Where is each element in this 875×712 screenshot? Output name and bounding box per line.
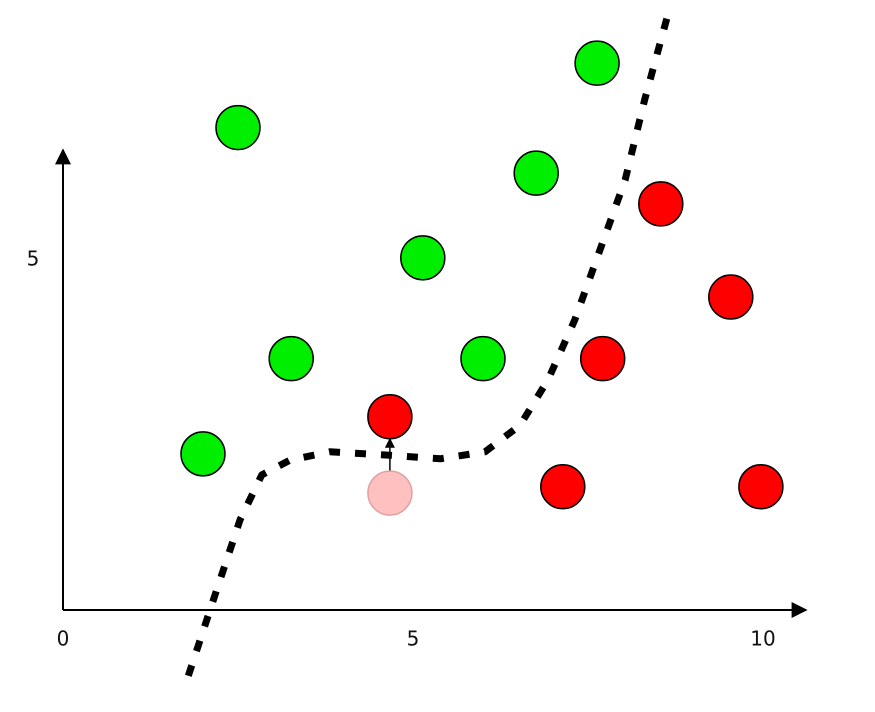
decision-boundary: [184, 13, 672, 677]
data-point: [579, 335, 626, 382]
data-point: [268, 335, 314, 382]
x-tick-label: 5: [407, 627, 420, 651]
data-point: [708, 274, 754, 320]
data-point: [513, 150, 559, 196]
data-point: [574, 40, 620, 86]
data-point: [215, 104, 261, 151]
data-point: [460, 335, 506, 382]
data-point: [367, 394, 413, 440]
data-point: [400, 235, 446, 281]
x-tick-label: 10: [750, 627, 775, 651]
data-point: [367, 470, 413, 516]
data-point: [638, 181, 684, 227]
x-tick-label: 0: [57, 627, 70, 651]
data-point: [738, 464, 784, 510]
data-point: [540, 464, 586, 510]
y-tick-label: 5: [27, 246, 40, 270]
data-point: [180, 431, 226, 477]
